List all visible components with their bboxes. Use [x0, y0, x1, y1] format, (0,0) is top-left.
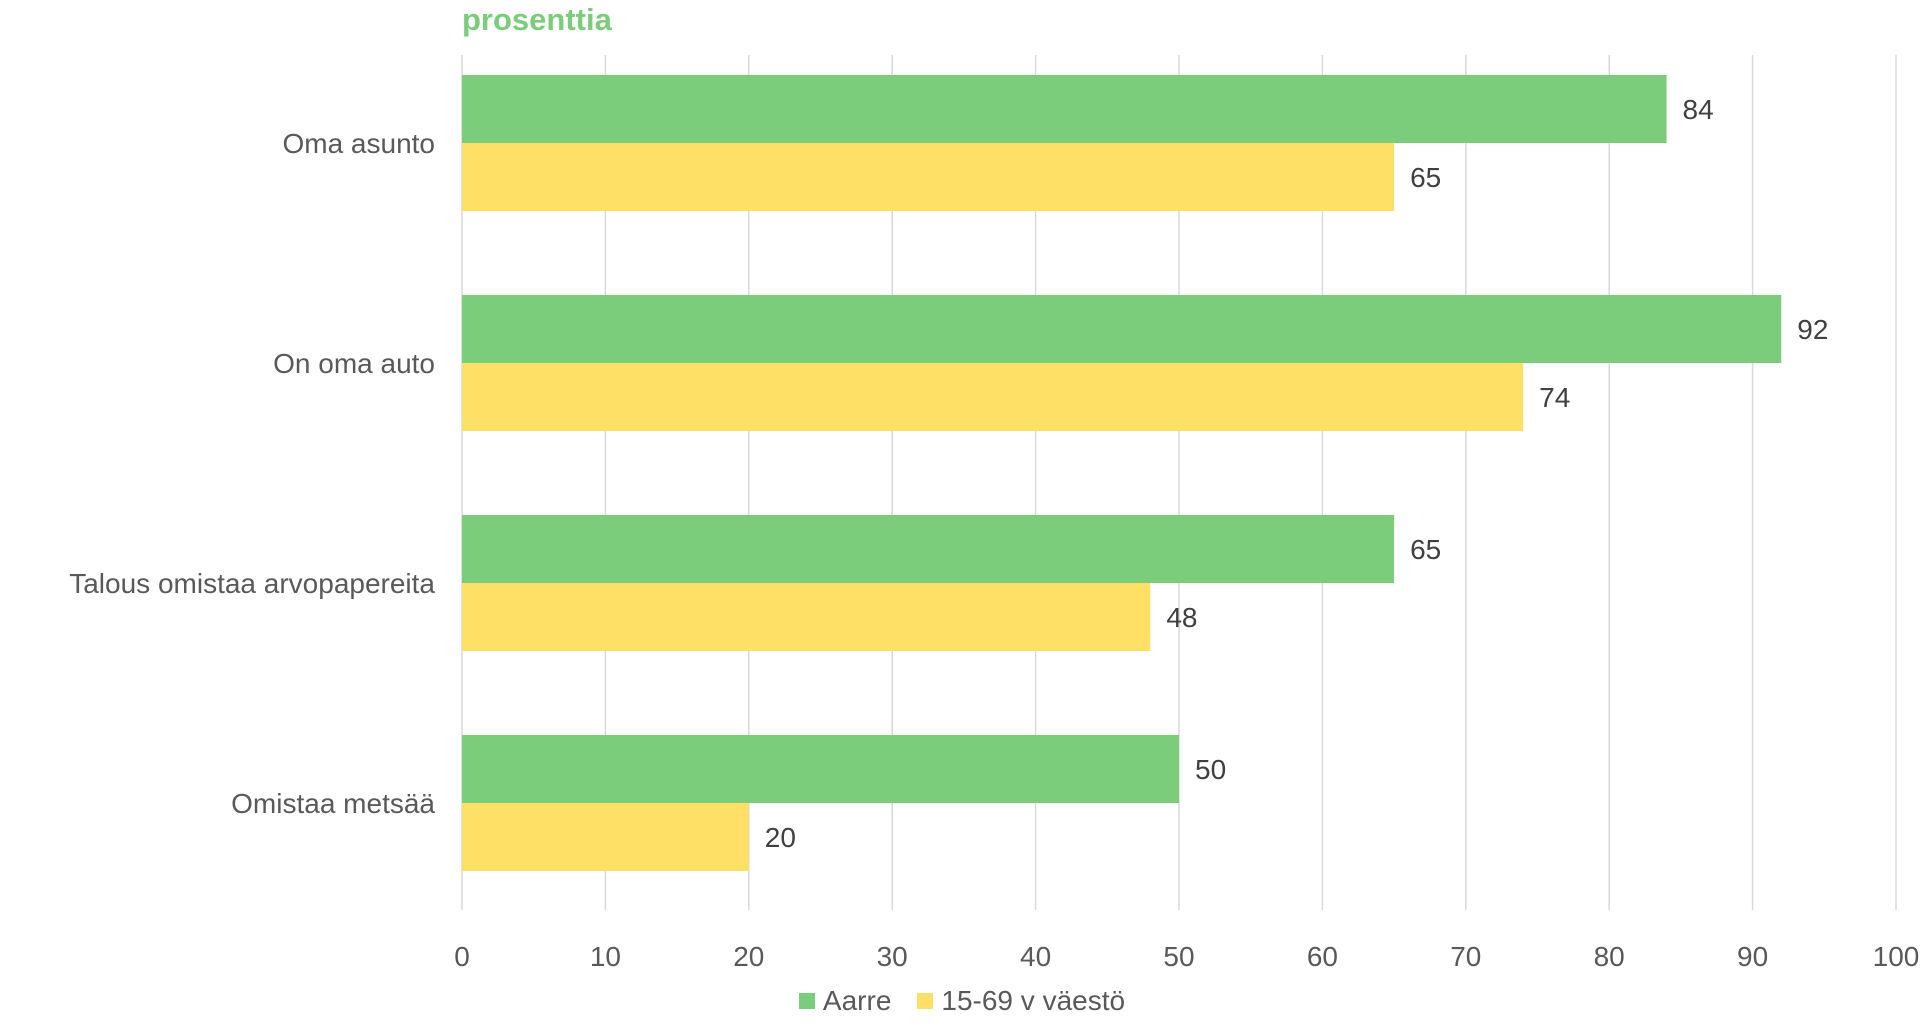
legend-label-series-1: 15-69 v väestö — [941, 985, 1126, 1016]
legend-swatch-series-1 — [917, 993, 934, 1009]
x-tick-label: 20 — [733, 941, 764, 972]
x-tick-label: 50 — [1163, 941, 1194, 972]
x-tick-label: 70 — [1450, 941, 1481, 972]
data-label: 20 — [765, 822, 796, 853]
x-tick-label: 100 — [1873, 941, 1920, 972]
legend-label-series-0: Aarre — [822, 985, 892, 1016]
bar-series-1 — [462, 583, 1151, 651]
x-tick-label: 90 — [1737, 941, 1768, 972]
x-tick-label: 60 — [1307, 941, 1338, 972]
unit-label: prosenttia — [462, 2, 612, 37]
legend-item-series-0: Aarre — [798, 985, 892, 1017]
bar-series-0 — [462, 75, 1667, 143]
bar-series-0 — [462, 295, 1782, 363]
data-label: 50 — [1195, 754, 1226, 785]
x-tick-label: 30 — [877, 941, 908, 972]
x-tick-label: 10 — [590, 941, 621, 972]
bar-series-1 — [462, 143, 1395, 211]
x-tick-label: 0 — [454, 941, 470, 972]
data-label: 65 — [1410, 534, 1441, 565]
data-label: 65 — [1410, 162, 1441, 193]
legend-swatch-series-0 — [798, 993, 815, 1009]
data-label: 84 — [1683, 94, 1714, 125]
data-label: 92 — [1797, 314, 1828, 345]
data-label: 48 — [1166, 602, 1197, 633]
bar-series-1 — [462, 803, 749, 871]
data-label: 74 — [1539, 382, 1570, 413]
bar-series-0 — [462, 515, 1395, 583]
x-tick-label: 40 — [1020, 941, 1051, 972]
category-label: Talous omistaa arvopapereita — [69, 568, 435, 599]
category-label: Omistaa metsää — [231, 788, 435, 819]
bars — [462, 75, 1782, 871]
legend-item-series-1: 15-69 v väestö — [917, 985, 1125, 1017]
x-tick-label: 80 — [1594, 941, 1625, 972]
bar-series-1 — [462, 363, 1524, 431]
x-tick-labels: 0 10 20 30 40 50 60 70 80 90 100 — [454, 941, 1919, 972]
bar-series-0 — [462, 735, 1179, 803]
category-label: On oma auto — [273, 348, 435, 379]
category-labels: Oma asunto On oma auto Talous omistaa arvo… — [69, 128, 435, 819]
bar-chart: Oma asunto On oma auto Talous omistaa arvo… — [69, 55, 1919, 972]
data-labels: 84 65 92 74 65 48 50 20 — [765, 94, 1829, 853]
legend: Aarre 15-69 v väestö — [0, 985, 1924, 1017]
category-label: Oma asunto — [282, 128, 435, 159]
